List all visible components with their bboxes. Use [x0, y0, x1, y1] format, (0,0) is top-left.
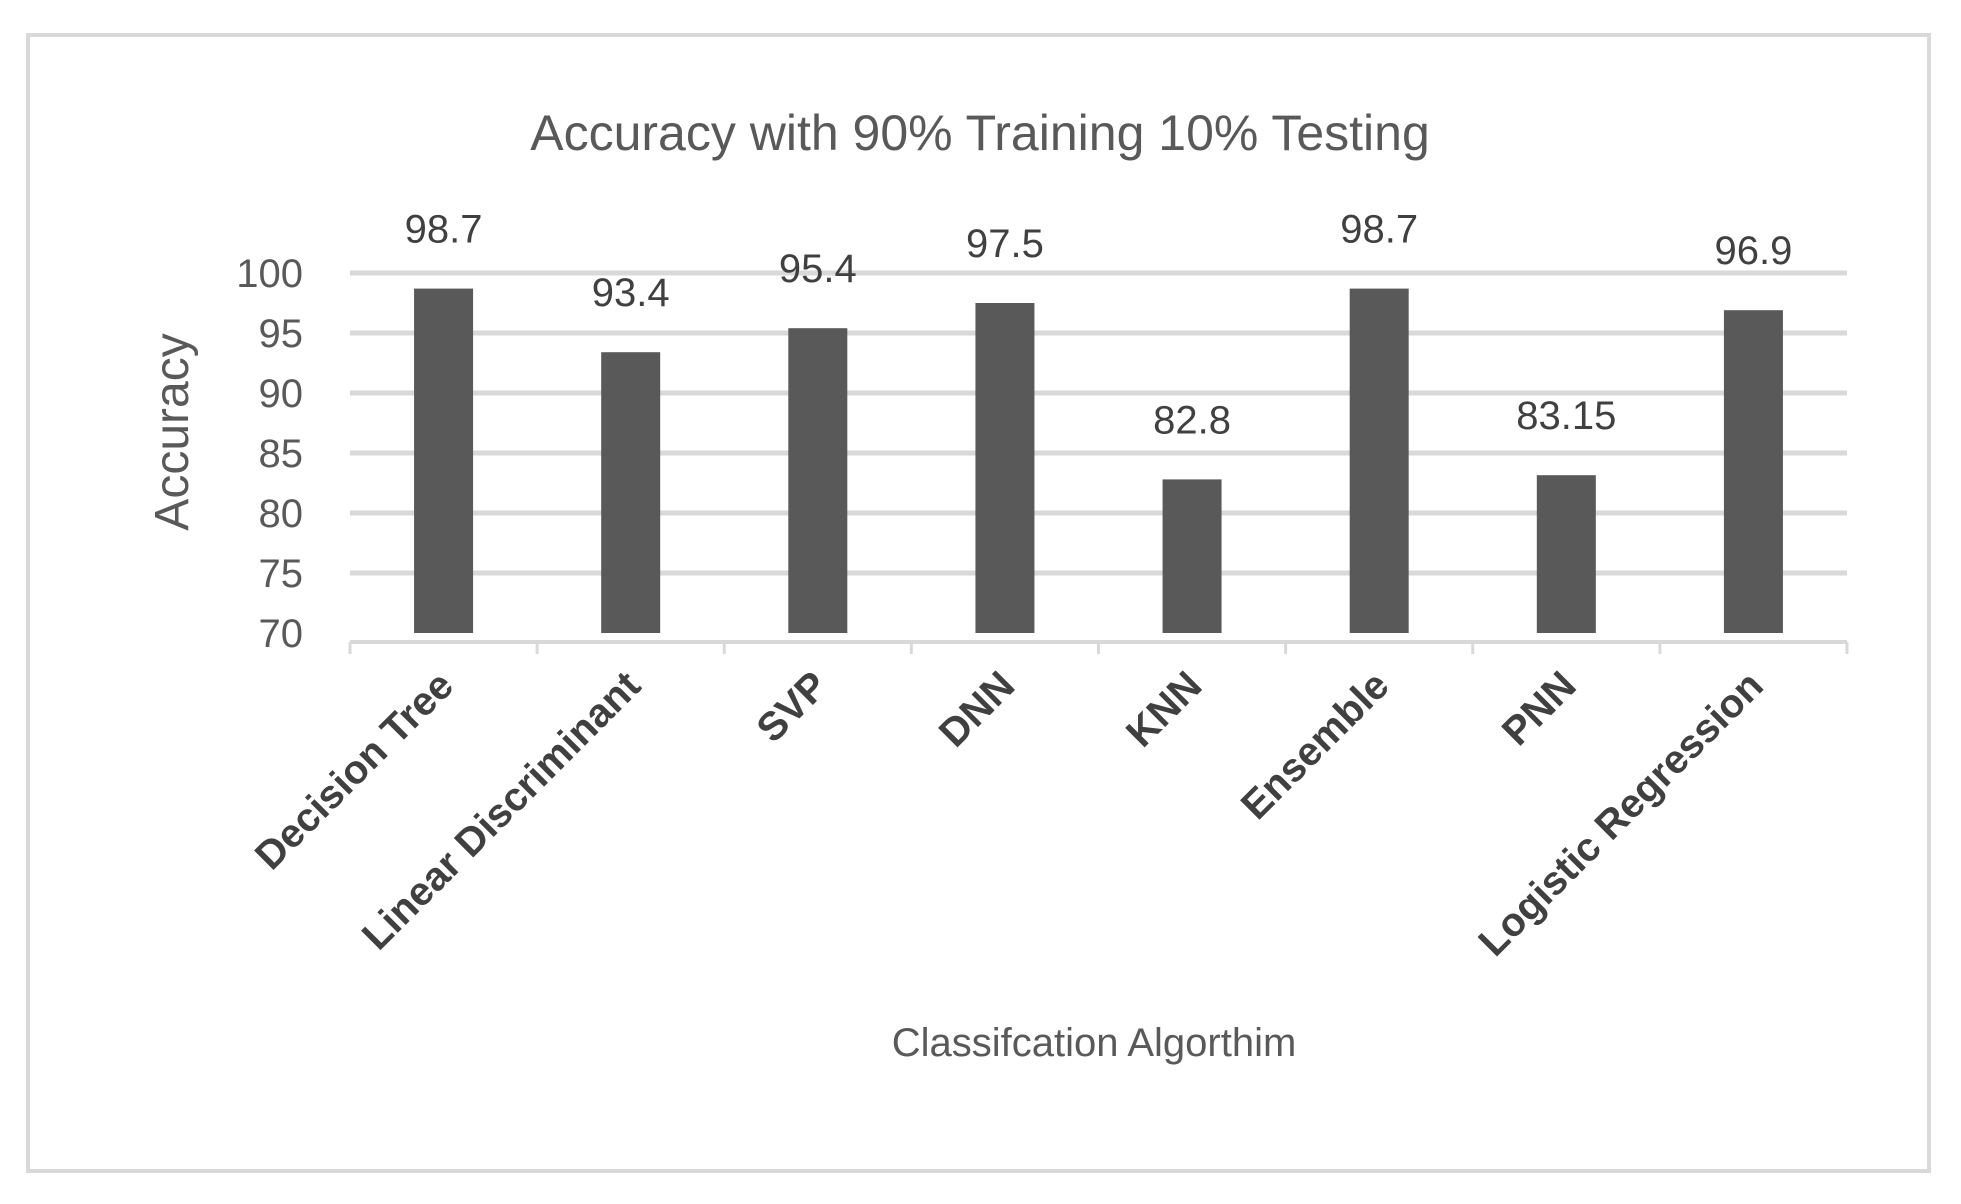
data-label: 95.4	[779, 247, 857, 291]
y-tick-label: 70	[259, 612, 304, 656]
y-tick-label: 90	[259, 372, 304, 416]
bars	[414, 288, 1783, 633]
bar-1	[601, 352, 661, 633]
bar-5	[1349, 288, 1409, 633]
category-label: SVP	[748, 663, 836, 751]
y-tick-label: 80	[259, 492, 304, 536]
data-label: 98.7	[1340, 208, 1418, 252]
chart-title: Accuracy with 90% Training 10% Testing	[530, 105, 1430, 161]
gridlines	[350, 270, 1847, 576]
data-label: 83.15	[1516, 394, 1616, 438]
y-tick-labels: 70 75 80 85 90 95 100	[236, 252, 303, 656]
y-tick-label: 100	[236, 252, 303, 296]
data-label: 97.5	[966, 222, 1044, 266]
bar-4	[1162, 479, 1222, 633]
y-tick-label: 85	[259, 432, 304, 476]
data-labels: 98.7 93.4 95.4 97.5 82.8 98.7 83.15 96.9	[405, 208, 1793, 443]
category-label: Ensemble	[1233, 663, 1398, 828]
category-label: DNN	[931, 663, 1023, 755]
bar-6	[1536, 475, 1596, 633]
x-axis	[348, 640, 1849, 654]
data-label: 98.7	[405, 208, 483, 252]
y-tick-label: 95	[259, 312, 304, 356]
category-label: KNN	[1118, 663, 1210, 755]
bar-2	[788, 328, 848, 633]
category-label: PNN	[1494, 663, 1585, 754]
category-label: Decision Tree	[247, 663, 462, 878]
bar-0	[414, 288, 474, 633]
y-tick-label: 75	[259, 552, 304, 596]
bar-7	[1723, 310, 1783, 633]
data-label: 96.9	[1715, 229, 1793, 273]
data-label: 82.8	[1153, 398, 1231, 442]
y-axis-title: Accuracy	[146, 333, 199, 530]
bar-3	[975, 303, 1035, 633]
x-axis-title: Classifcation Algorthim	[892, 1021, 1297, 1065]
data-label: 93.4	[592, 271, 670, 315]
